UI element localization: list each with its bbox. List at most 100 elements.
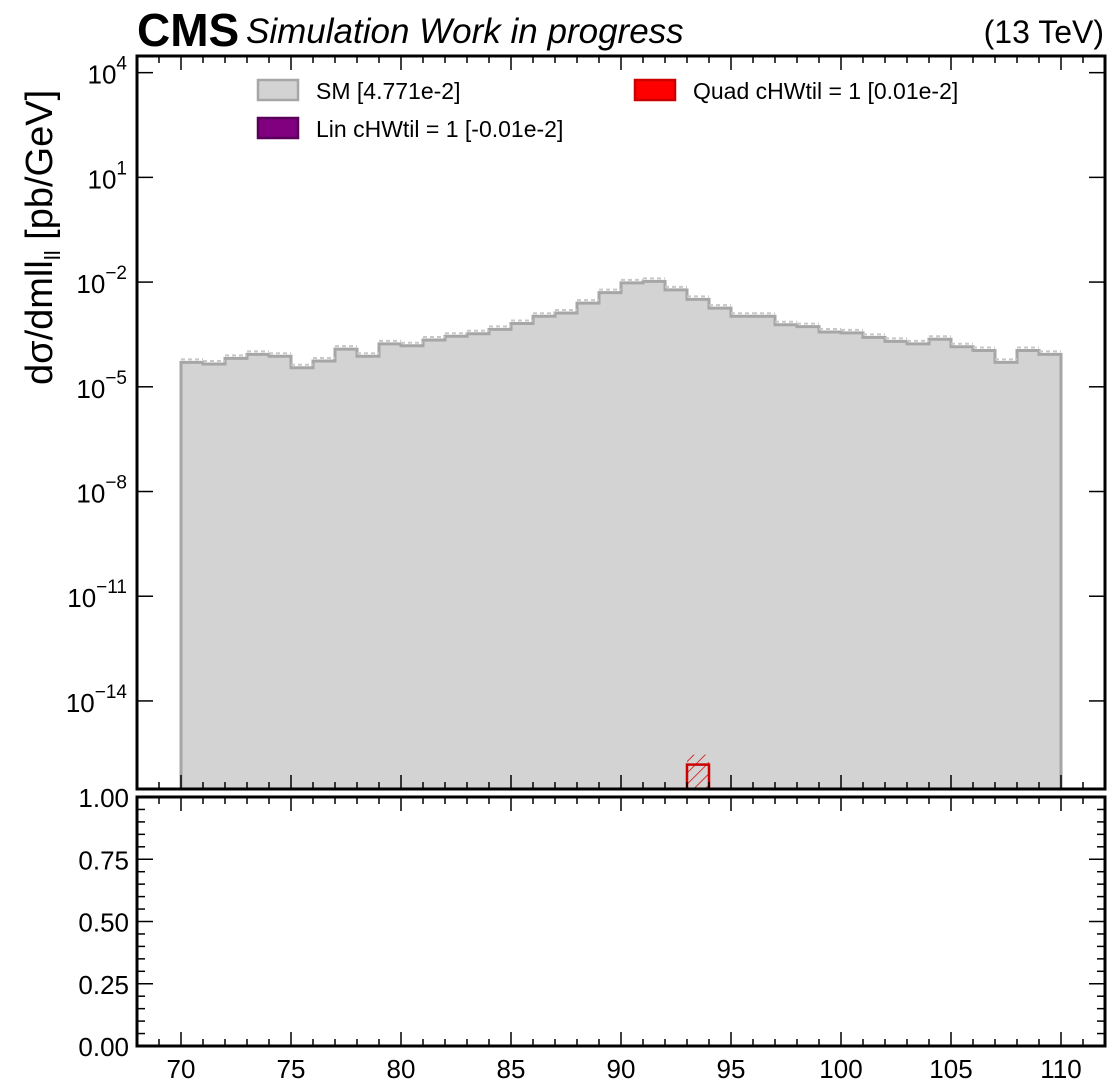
sm-bar (357, 356, 380, 789)
sm-bar (797, 326, 820, 789)
sm-bar (511, 323, 534, 789)
energy-label: (13 TeV) (984, 14, 1104, 50)
sm-bar (929, 339, 952, 789)
sm-bar (203, 363, 226, 789)
sm-bar (665, 289, 688, 789)
sm-bar (995, 362, 1018, 789)
sm-bar (643, 281, 666, 789)
sm-bar (841, 332, 864, 789)
x-tick-label: 90 (607, 1054, 636, 1084)
x-tick-label: 85 (497, 1054, 526, 1084)
ratio-ticks (136, 796, 1106, 1047)
y-tick-base: 10 (88, 60, 117, 90)
y-tick-base: 10 (76, 374, 105, 404)
sm-bar (687, 299, 710, 789)
x-tick-label: 105 (929, 1054, 972, 1084)
y-axis-label: dσ/dmllll [pb/GeV] (19, 90, 65, 385)
sm-bar (445, 336, 468, 789)
sm-outline (179, 279, 1063, 789)
x-tick-label: 110 (1040, 1054, 1081, 1084)
quad-histogram (685, 754, 711, 791)
y-tick-base: 10 (67, 583, 96, 613)
quad-bar (685, 763, 711, 791)
y-tick-base: 10 (88, 164, 117, 194)
sm-bar (291, 367, 314, 789)
ratio-panel-frame (135, 795, 1107, 1048)
ratio-y-tick-label: 0.75 (78, 845, 129, 875)
sm-bar (335, 349, 358, 789)
cms-label: CMS (137, 4, 239, 56)
sm-bar (1039, 354, 1062, 789)
sm-bar (819, 332, 842, 789)
y-tick-label: 10−5 (76, 368, 127, 404)
sm-bar (599, 292, 622, 789)
legend-label-quad: Quad cHWtil = 1 [0.01e-2] (693, 78, 958, 104)
sm-bar (379, 343, 402, 789)
sm-bar (489, 329, 512, 789)
legend-swatch-sm (256, 78, 300, 102)
y-tick-exponent: −14 (95, 682, 128, 703)
y-tick-exponent: −2 (105, 263, 127, 284)
legend-label-lin: Lin cHWtil = 1 [-0.01e-2] (316, 116, 563, 142)
y-tick-exponent: 4 (116, 54, 127, 75)
quad-uncertainty (687, 754, 709, 765)
ratio-y-tick-labels: 0.00 0.25 0.50 0.75 1.00 (78, 783, 129, 1062)
x-tick-label: 75 (277, 1054, 306, 1084)
ratio-y-tick-label: 0.50 (78, 908, 129, 938)
x-tick-label: 70 (167, 1054, 196, 1084)
sm-histogram (179, 277, 1063, 789)
sm-bar (247, 354, 270, 789)
sm-bar (269, 356, 292, 789)
sm-bar (467, 333, 490, 789)
y-tick-base: 10 (66, 688, 95, 718)
y-tick-label: 10−14 (66, 682, 128, 718)
sm-bar (951, 346, 974, 789)
sm-bar (775, 324, 798, 789)
y-tick-base: 10 (76, 269, 105, 299)
sm-bar (577, 303, 600, 789)
ratio-panel: 0.00 0.25 0.50 0.75 1.00 70 75 80 85 90 95 100 105 1… (78, 783, 1107, 1084)
x-tick-label: 95 (717, 1054, 746, 1084)
y-tick-label: 101 (88, 158, 128, 194)
y-tick-label: 104 (88, 54, 128, 90)
legend: SM [4.771e-2] Lin cHWtil = 1 [-0.01e-2] … (256, 78, 958, 142)
sm-bar (423, 339, 446, 789)
legend-swatch-quad (633, 78, 677, 102)
ratio-y-tick-label: 0.25 (78, 970, 129, 1000)
y-tick-exponent: 1 (116, 158, 127, 179)
legend-label-sm: SM [4.771e-2] (316, 78, 460, 104)
y-tick-base: 10 (76, 479, 105, 509)
sm-bar (555, 313, 578, 789)
legend-swatch-lin (256, 116, 300, 140)
sm-bar (533, 316, 556, 789)
sm-bar (731, 316, 754, 789)
y-tick-label: 10−8 (76, 473, 127, 509)
sm-bar (621, 282, 644, 789)
y-tick-label: 10−11 (67, 577, 127, 613)
status-label: Simulation Work in progress (246, 12, 684, 51)
y-tick-exponent: −5 (105, 368, 127, 389)
sm-bar (401, 345, 424, 789)
sm-bar (225, 358, 248, 789)
sm-bar (1017, 350, 1040, 789)
sm-bar (863, 337, 886, 789)
ratio-y-tick-label: 1.00 (78, 783, 129, 813)
x-tick-labels: 70 75 80 85 90 95 100 105 110 (167, 1054, 1082, 1084)
ratio-y-tick-label: 0.00 (78, 1032, 129, 1062)
x-tick-label: 100 (819, 1054, 862, 1084)
y-tick-exponent: −11 (96, 577, 127, 598)
sm-bar (907, 343, 930, 789)
main-ticks (136, 56, 1106, 789)
sm-bar (885, 341, 908, 789)
y-tick-exponent: −8 (105, 473, 127, 494)
sm-bar (313, 360, 336, 789)
sm-bar (973, 350, 996, 789)
x-tick-label: 80 (387, 1054, 416, 1084)
y-tick-label: 10−2 (76, 263, 127, 299)
sm-bar (753, 316, 776, 789)
sm-bar (181, 362, 204, 789)
sm-bar (709, 308, 732, 789)
